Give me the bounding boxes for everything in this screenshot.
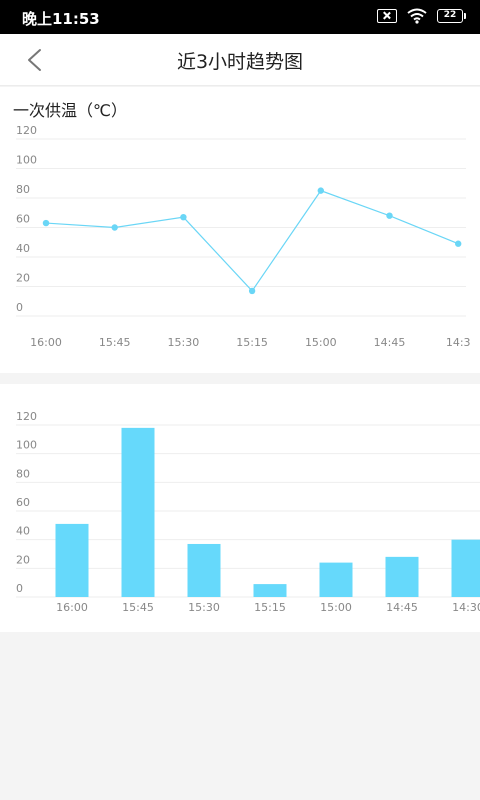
- data-point: [248, 287, 256, 295]
- chevron-left-icon: [28, 49, 41, 71]
- page-title: 近3小时趋势图: [176, 51, 304, 73]
- battery-icon: 22: [437, 9, 466, 23]
- line-chart-title: 一次供温（℃）: [13, 101, 127, 120]
- y-tick-label: 20: [16, 553, 30, 566]
- bar: [385, 556, 419, 597]
- x-tick-label: 15:30: [168, 336, 200, 349]
- x-tick-label: 14:45: [386, 601, 418, 614]
- y-tick-label: 80: [16, 183, 30, 196]
- x-tick-label: 15:45: [122, 601, 154, 614]
- bar: [451, 539, 480, 597]
- x-tick-label: 14:45: [374, 336, 406, 349]
- line-chart: 0 20 40 60 80 100 120 16:00 15:45 15:30 15:15 15:00…: [16, 124, 471, 349]
- x-tick-label: 14:30: [452, 601, 480, 614]
- x-tick-label: 15:15: [254, 601, 286, 614]
- y-tick-label: 120: [16, 124, 37, 137]
- data-point: [386, 212, 393, 219]
- bar-chart-card: 0 20 40 60 80 100 120 16:00 15:45 15:30 15:15 15:00…: [0, 384, 480, 632]
- series-line: [45, 189, 459, 292]
- back-button[interactable]: [14, 43, 54, 77]
- x-tick-label: 16:00: [56, 601, 88, 614]
- wifi-icon: [407, 8, 427, 24]
- status-time: 晚上11:53: [22, 10, 100, 28]
- data-point: [111, 224, 118, 231]
- y-tick-label: 0: [16, 582, 23, 595]
- battery-level: 22: [437, 9, 463, 23]
- x-tick-label: 14:3: [446, 336, 471, 349]
- bar: [253, 584, 287, 597]
- status-bar: 晚上11:53 22: [0, 0, 480, 34]
- x-tick-label: 16:00: [30, 336, 62, 349]
- y-tick-label: 40: [16, 525, 30, 538]
- y-tick-label: 80: [16, 467, 30, 480]
- x-tick-label: 15:00: [320, 601, 352, 614]
- x-tick-label: 15:30: [188, 601, 220, 614]
- x-tick-label: 15:00: [305, 336, 337, 349]
- y-tick-label: 40: [16, 242, 30, 255]
- bar: [187, 543, 221, 597]
- status-icons: 22: [377, 8, 466, 24]
- data-point: [317, 187, 324, 194]
- data-point: [180, 213, 187, 221]
- header: 近3小时趋势图: [0, 34, 480, 86]
- data-point: [42, 219, 50, 227]
- x-tick-label: 15:45: [99, 336, 131, 349]
- bar-chart: 0 20 40 60 80 100 120 16:00 15:45 15:30 15:15 15:00…: [16, 410, 480, 614]
- y-tick-label: 60: [16, 213, 30, 226]
- bar: [55, 523, 89, 597]
- y-tick-label: 100: [16, 154, 37, 167]
- x-tick-label: 15:15: [236, 336, 268, 349]
- y-tick-label: 100: [16, 439, 37, 452]
- line-chart-card: 一次供温（℃） 0 20 40 60 80 100 120 16:00 15:45 15:30 15…: [0, 87, 480, 373]
- y-tick-label: 60: [16, 496, 30, 509]
- y-tick-label: 0: [16, 301, 23, 314]
- data-point: [455, 240, 462, 247]
- sim-no-signal-icon: [377, 9, 397, 23]
- bar: [121, 427, 155, 597]
- y-tick-label: 20: [16, 272, 30, 285]
- y-tick-label: 120: [16, 410, 37, 423]
- bar: [319, 562, 353, 597]
